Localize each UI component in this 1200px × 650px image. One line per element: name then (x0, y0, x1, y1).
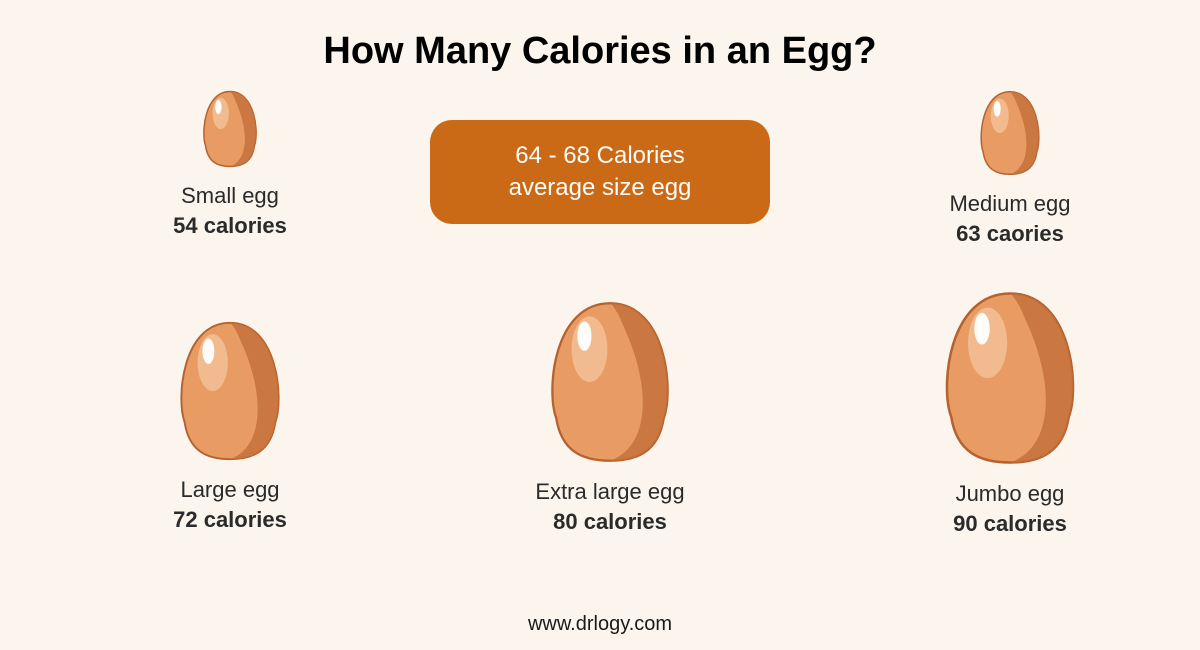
egg-label: Jumbo egg (956, 481, 1065, 507)
egg-item-xlarge: Extra large egg 80 calories (490, 300, 730, 535)
egg-label: Large egg (180, 477, 279, 503)
egg-calories: 54 calories (173, 213, 287, 239)
egg-label: Extra large egg (535, 479, 684, 505)
egg-icon (940, 290, 1080, 471)
badge-line2: average size egg (509, 172, 692, 204)
egg-label: Medium egg (949, 191, 1070, 217)
egg-icon (176, 320, 284, 467)
egg-icon (978, 90, 1042, 181)
footer-link: www.drlogy.com (0, 613, 1200, 636)
egg-item-medium: Medium egg 63 caories (900, 90, 1120, 247)
egg-label: Small egg (181, 183, 279, 209)
badge-line1: 64 - 68 Calories (515, 140, 684, 172)
egg-item-jumbo: Jumbo egg 90 calories (900, 290, 1120, 537)
egg-item-small: Small egg 54 calories (120, 90, 340, 239)
egg-calories: 72 calories (173, 507, 287, 533)
egg-calories: 90 calories (953, 511, 1067, 537)
average-calories-badge: 64 - 68 Calories average size egg (430, 120, 770, 224)
egg-icon (201, 90, 259, 173)
egg-calories: 63 caories (956, 221, 1064, 247)
egg-icon (546, 300, 674, 469)
page-title: How Many Calories in an Egg? (0, 30, 1200, 73)
egg-calories: 80 calories (553, 509, 667, 535)
egg-item-large: Large egg 72 calories (120, 320, 340, 533)
